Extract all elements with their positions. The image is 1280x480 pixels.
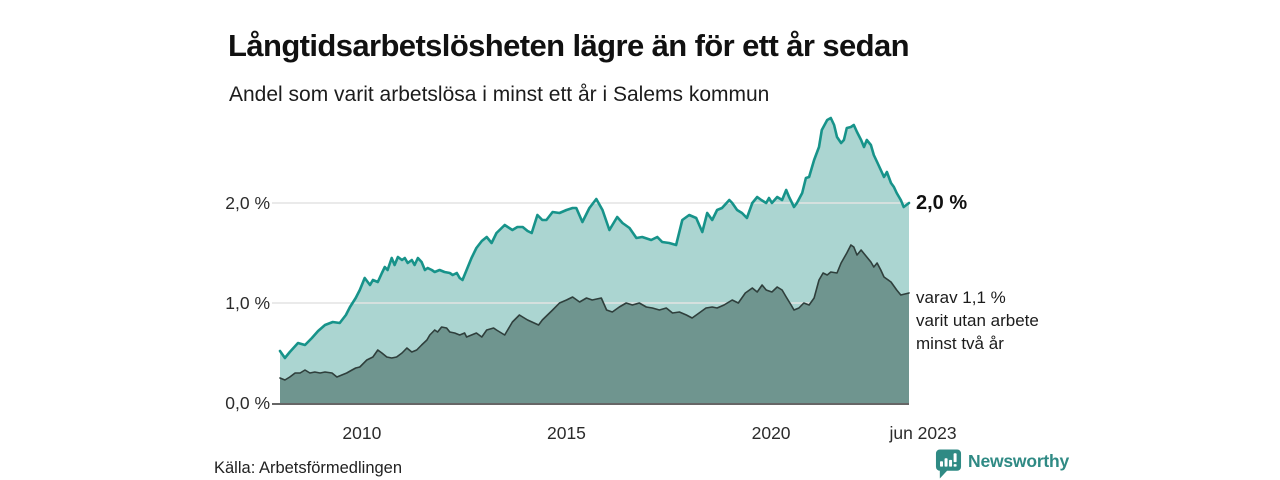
- x-tick-label: 2010: [342, 423, 382, 443]
- source-note: Källa: Arbetsförmedlingen: [214, 459, 403, 477]
- end-value-label: 2,0 %: [916, 192, 968, 214]
- subseries-annotation-line: minst två år: [916, 334, 1004, 353]
- y-tick-label: 2,0 %: [225, 193, 270, 213]
- chart-subtitle: Andel som varit arbetslösa i minst ett å…: [229, 83, 770, 106]
- subseries-annotation: varav 1,1 % varit utan arbete minst två …: [916, 286, 1039, 355]
- brand-logo: Newsworthy: [935, 449, 1069, 479]
- two-year-area-fill: [280, 245, 909, 403]
- y-tick-label: 0,0 %: [225, 393, 270, 413]
- total-line: [278, 116, 911, 360]
- newsworthy-logo-icon: [935, 449, 962, 479]
- subseries-annotation-line: varav 1,1 %: [916, 288, 1006, 307]
- subseries-annotation-line: varit utan arbete: [916, 311, 1039, 330]
- brand-wordmark: Newsworthy: [968, 451, 1070, 471]
- x-tick-label: 2020: [751, 423, 791, 443]
- two-year-line: [279, 244, 910, 381]
- x-tick-label: jun 2023: [889, 423, 957, 443]
- x-tick-label: 2015: [546, 423, 586, 443]
- page-title: Långtidsarbetslösheten lägre än för ett …: [228, 27, 910, 63]
- y-tick-label: 1,0 %: [225, 293, 270, 313]
